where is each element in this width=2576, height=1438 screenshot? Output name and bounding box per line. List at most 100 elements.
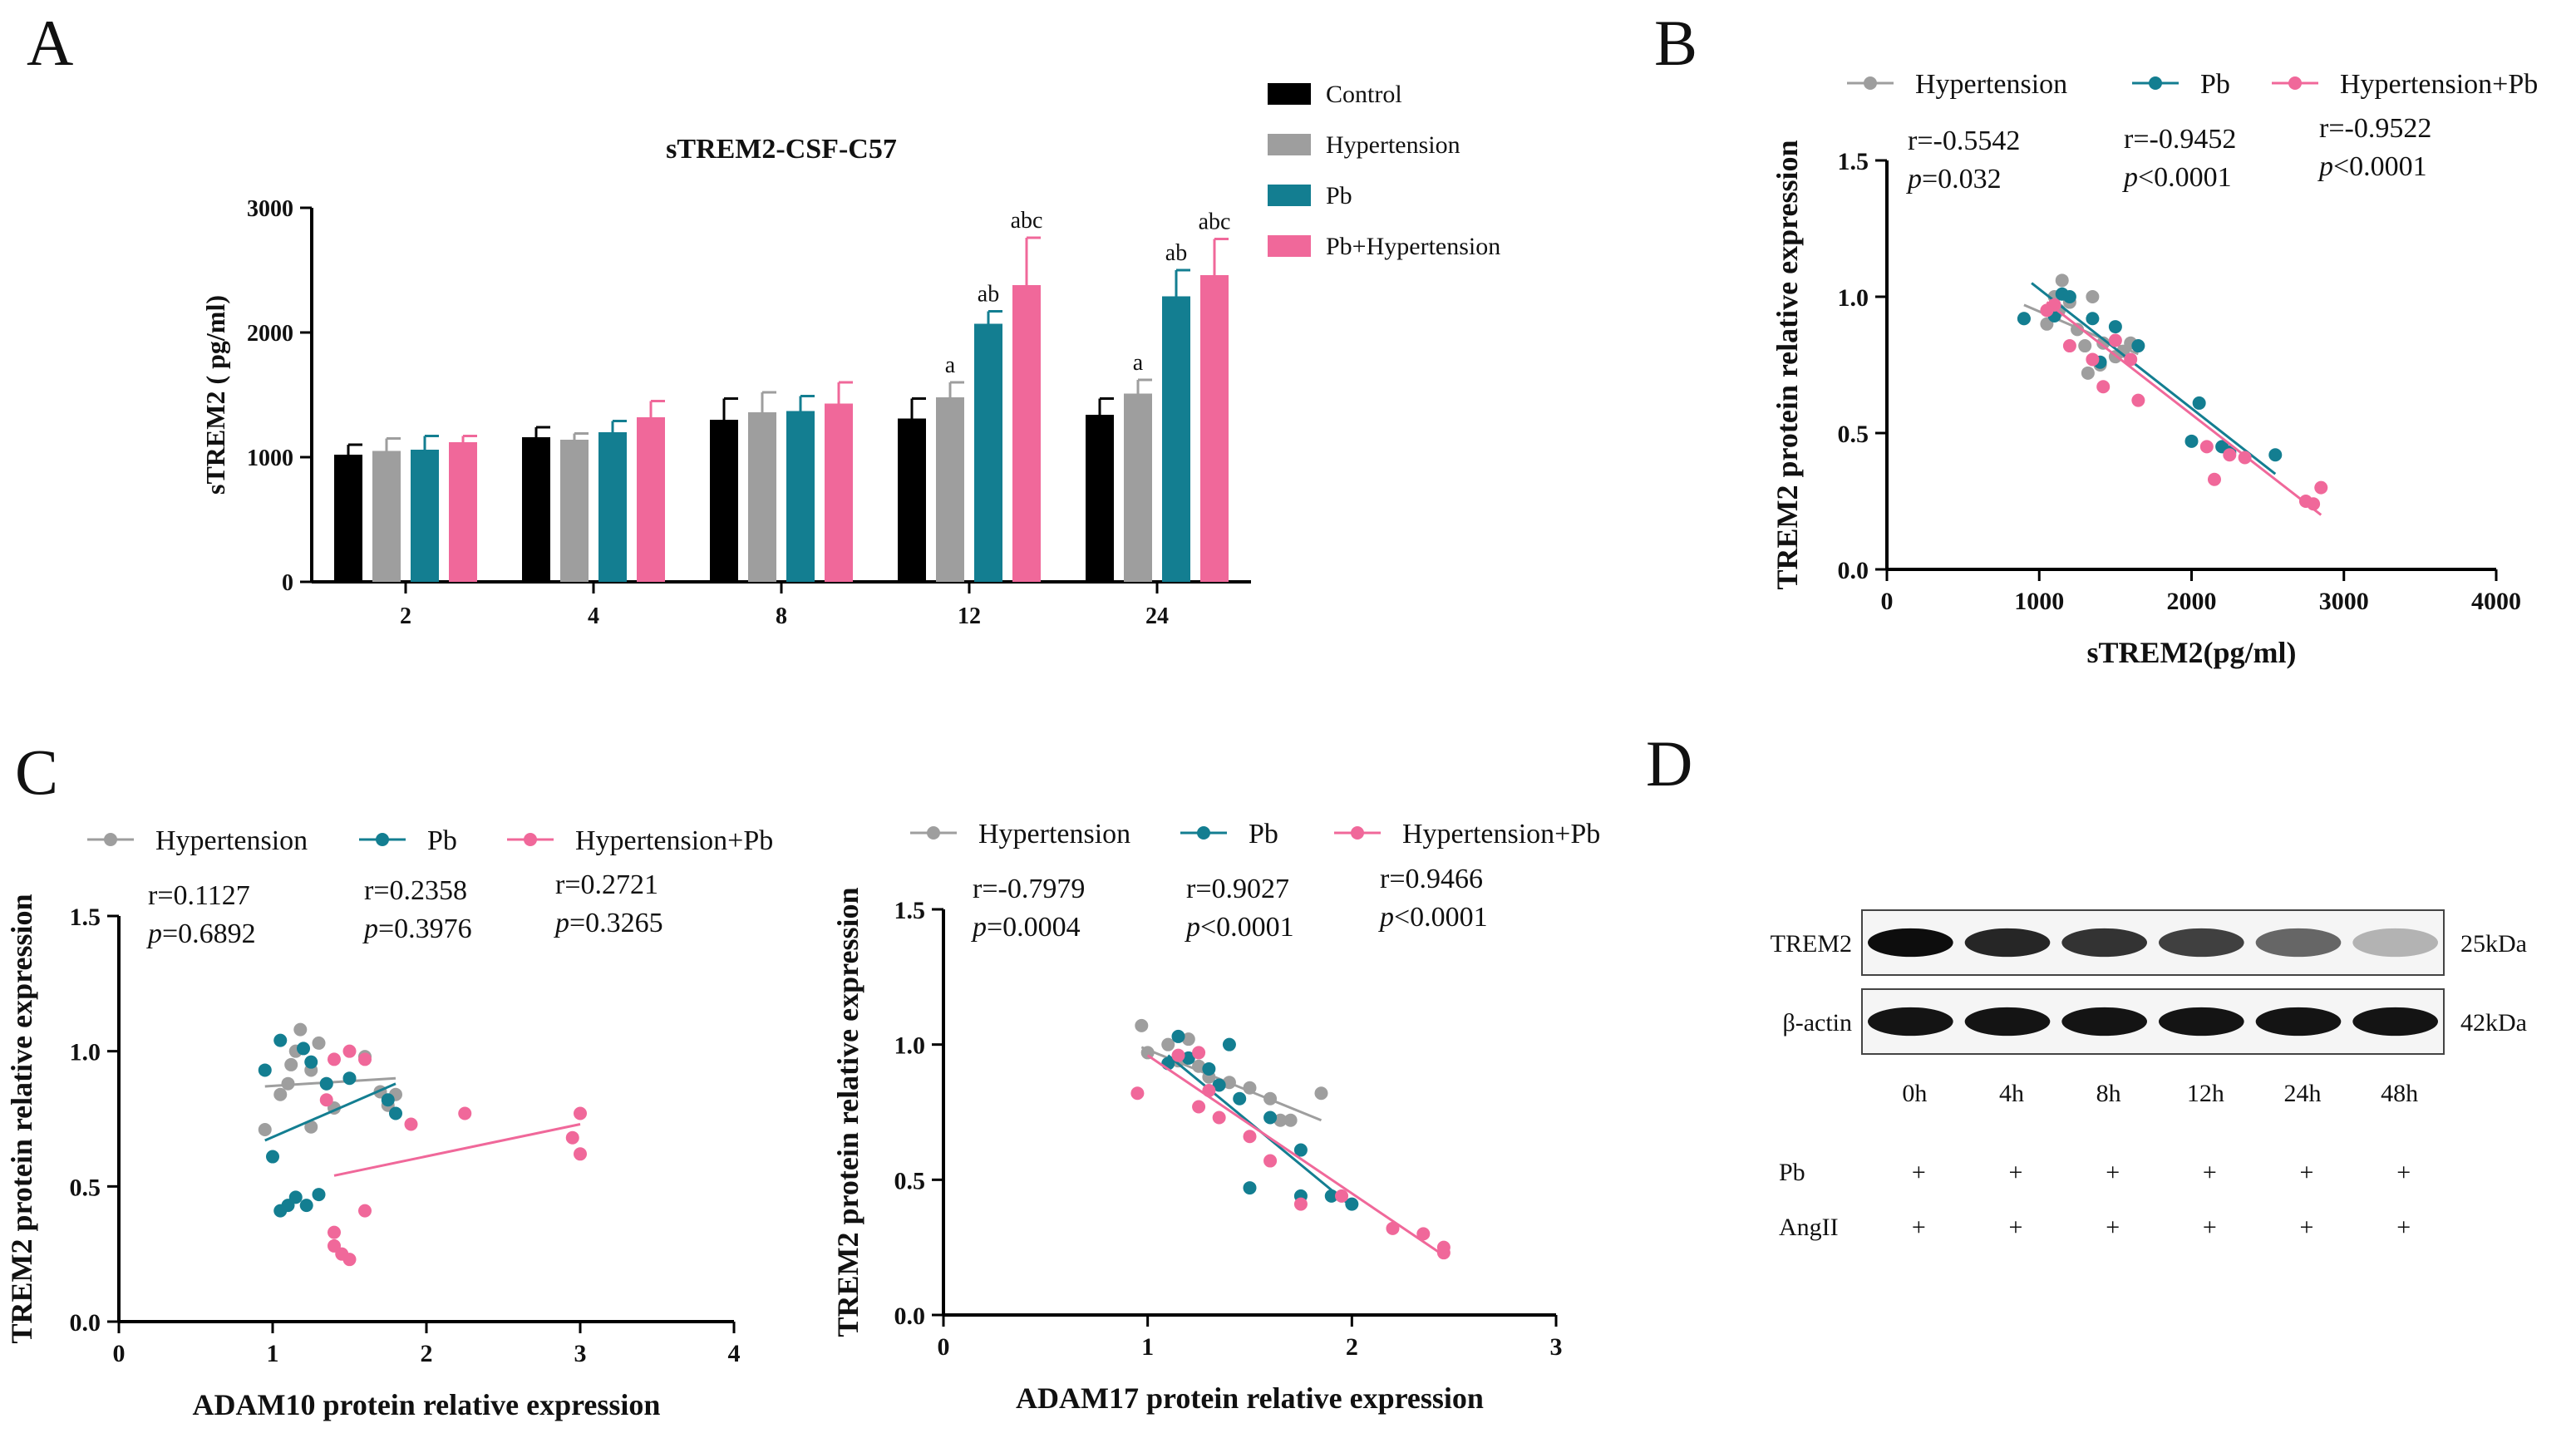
bar — [372, 451, 401, 582]
legend-marker — [1351, 826, 1364, 840]
bar — [786, 411, 815, 582]
panel-label-b: B — [1654, 7, 1697, 79]
data-point — [2078, 339, 2092, 353]
lane-label: 4h — [1999, 1080, 2024, 1107]
x-tick-label: 4 — [728, 1340, 741, 1367]
data-point — [1130, 1086, 1145, 1101]
legend-label: Pb — [1249, 819, 1278, 850]
correlation-r: r=0.2358 — [364, 875, 467, 906]
correlation-r: r=0.2721 — [555, 869, 658, 900]
x-tick-label: 0 — [938, 1333, 950, 1361]
regression-line — [1146, 1054, 1445, 1257]
x-tick-label: 0 — [113, 1340, 126, 1367]
lane-label: 24h — [2284, 1080, 2322, 1107]
bar — [637, 417, 665, 582]
y-axis-label: TREM2 protein relative expression — [5, 894, 38, 1344]
data-point — [565, 1130, 579, 1145]
bar — [1200, 275, 1229, 582]
x-tick-label: 3 — [574, 1340, 587, 1367]
blot-row-label: TREM2 — [1771, 930, 1852, 958]
data-point — [2096, 380, 2111, 394]
data-point — [281, 1076, 295, 1091]
bar — [748, 412, 776, 582]
x-tick-label: 1 — [267, 1340, 279, 1367]
data-point — [1192, 1100, 1206, 1114]
legend-label: Pb — [2200, 69, 2230, 100]
correlation-p: p=0.6892 — [146, 918, 256, 949]
correlation-p: p<0.0001 — [2122, 162, 2232, 193]
data-point — [2062, 290, 2076, 303]
data-point — [2062, 339, 2076, 353]
x-tick-label: 3000 — [2319, 588, 2369, 615]
x-tick-label: 8 — [776, 603, 787, 629]
legend-label: Hypertension+Pb — [1402, 819, 1600, 850]
data-point — [1436, 1246, 1451, 1260]
legend-marker — [2288, 76, 2302, 90]
y-axis-label: sTREM2 ( pg/ml) — [200, 295, 230, 495]
correlation-p: p=0.0004 — [971, 912, 1081, 943]
blot-band — [2159, 1007, 2244, 1037]
data-point — [1263, 1154, 1278, 1168]
regression-line — [333, 1123, 581, 1177]
correlation-p: p<0.0001 — [2317, 151, 2427, 182]
correlation-p: p<0.0001 — [1185, 912, 1294, 943]
data-point — [2086, 352, 2100, 367]
correlation-r: r=-0.9522 — [2319, 113, 2431, 144]
bar — [1086, 415, 1114, 582]
data-point — [1345, 1197, 1359, 1211]
treatment-mark: + — [2203, 1159, 2217, 1186]
blot-band — [1868, 928, 1953, 958]
data-point — [574, 1106, 587, 1120]
legend-label: Pb+Hypertension — [1326, 233, 1500, 260]
data-point — [1181, 1051, 1195, 1065]
data-point — [1233, 1091, 1247, 1106]
data-point — [1212, 1078, 1226, 1092]
blot-membrane — [1861, 909, 2445, 976]
significance-label: abc — [1199, 209, 1231, 235]
data-point — [2055, 273, 2069, 288]
correlation-r: r=0.1127 — [148, 880, 250, 911]
data-point — [2086, 290, 2100, 303]
bar — [825, 403, 853, 582]
data-point — [2108, 320, 2122, 334]
blot-band — [2061, 1007, 2148, 1037]
data-point — [1314, 1086, 1328, 1101]
y-tick-label: 0.5 — [70, 1174, 101, 1201]
legend-label: Hypertension — [155, 825, 308, 856]
treatment-label: Pb — [1779, 1159, 1805, 1186]
regression-line — [264, 1082, 396, 1142]
data-point — [1243, 1130, 1257, 1144]
data-point — [273, 1087, 288, 1101]
data-point — [1202, 1061, 1216, 1076]
x-tick-label: 0 — [1881, 588, 1894, 615]
x-tick-label: 3 — [1550, 1333, 1563, 1361]
significance-label: ab — [1165, 240, 1187, 266]
data-point — [1416, 1227, 1431, 1241]
bar — [1124, 393, 1152, 582]
treatment-mark: + — [2009, 1214, 2023, 1241]
bar — [1162, 296, 1190, 582]
blot-band — [1868, 1007, 1953, 1037]
x-tick-label: 2000 — [2167, 588, 2217, 615]
x-tick-label: 2 — [400, 603, 411, 629]
data-point — [389, 1106, 402, 1120]
data-point — [458, 1106, 472, 1120]
data-point — [342, 1253, 357, 1267]
panel-label-d: D — [1646, 727, 1692, 800]
legend-label: Hypertension — [978, 819, 1130, 850]
y-tick-label: 0 — [282, 570, 293, 596]
data-point — [2081, 366, 2095, 380]
data-point — [2184, 434, 2199, 448]
y-axis-label: TREM2 protein relative expression — [831, 888, 864, 1337]
lane-label: 48h — [2381, 1080, 2418, 1107]
legend-marker — [1197, 826, 1210, 840]
data-point — [2207, 472, 2221, 486]
legend-label: Hypertension — [1326, 131, 1460, 159]
data-point — [2086, 312, 2100, 326]
bar — [560, 440, 589, 582]
y-tick-label: 0.5 — [1838, 421, 1869, 448]
data-point — [1222, 1037, 1236, 1051]
treatment-mark: + — [1912, 1214, 1926, 1241]
lane-label: 12h — [2187, 1080, 2224, 1107]
correlation-r: r=0.9466 — [1380, 864, 1483, 894]
